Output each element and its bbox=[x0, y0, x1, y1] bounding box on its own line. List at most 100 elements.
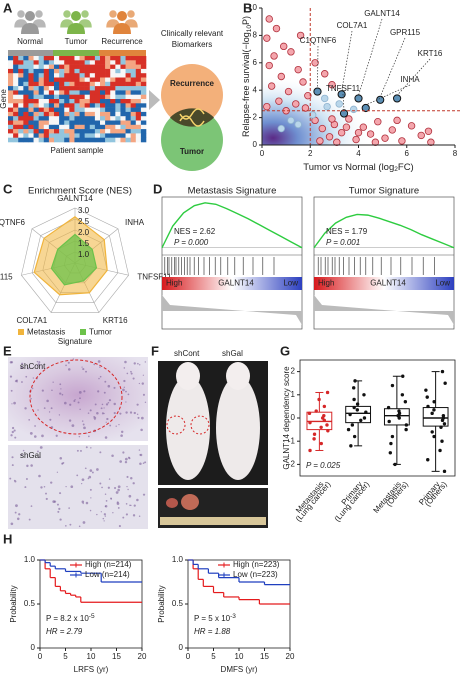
heatmap-cell bbox=[23, 64, 29, 70]
cell-dot bbox=[96, 513, 98, 516]
heatmap-cell bbox=[115, 68, 121, 74]
heatmap-cell bbox=[18, 86, 24, 91]
chart-title: Metastasis Signature bbox=[188, 186, 277, 197]
cell-dot bbox=[142, 374, 144, 376]
legend-label: High (n=223) bbox=[233, 560, 280, 569]
heatmap-cell bbox=[59, 56, 65, 61]
cell-dot bbox=[70, 485, 74, 489]
heatmap-cell bbox=[100, 90, 106, 95]
heatmap-cell bbox=[120, 94, 126, 100]
cell-dot bbox=[126, 485, 128, 488]
heatmap-cell bbox=[38, 86, 45, 91]
dot bbox=[442, 422, 447, 426]
micrograph bbox=[8, 445, 148, 529]
heatmap-cell bbox=[89, 77, 96, 83]
heatmap-cell bbox=[64, 73, 70, 78]
heatmap-cell bbox=[13, 103, 19, 108]
cell-dot bbox=[108, 399, 112, 402]
cell-dot bbox=[125, 503, 128, 505]
heatmap-cell bbox=[135, 64, 142, 70]
heatmap-cell bbox=[94, 103, 101, 108]
heatmap-cell bbox=[69, 68, 75, 74]
point bbox=[349, 105, 358, 114]
dot bbox=[397, 409, 401, 413]
heatmap-cell bbox=[59, 111, 65, 117]
y-tick-label: 10 bbox=[248, 3, 257, 12]
heatmap-cell bbox=[115, 107, 121, 113]
person-icon bbox=[21, 11, 39, 34]
heatmap-cell bbox=[94, 64, 101, 70]
cell-dot bbox=[139, 462, 142, 466]
heatmap-cell bbox=[94, 120, 101, 126]
cell-dot bbox=[113, 411, 116, 415]
cell-dot bbox=[40, 486, 43, 489]
heatmap-cell bbox=[69, 99, 75, 104]
point bbox=[316, 137, 324, 145]
cell-dot bbox=[82, 521, 86, 524]
heatmap-cell bbox=[54, 81, 60, 87]
heatmap-cell bbox=[105, 120, 111, 126]
heatmap-cell bbox=[100, 103, 106, 108]
heatmap-cell bbox=[130, 111, 137, 117]
dot bbox=[440, 369, 445, 374]
cell-dot bbox=[52, 500, 56, 503]
cell-dot bbox=[113, 402, 116, 406]
group-bar bbox=[99, 50, 146, 56]
y-tick-label: 1 bbox=[291, 390, 296, 399]
dot bbox=[325, 423, 329, 427]
dot bbox=[400, 393, 405, 397]
heatmap-cell bbox=[13, 111, 19, 117]
heatmap-cell bbox=[115, 60, 121, 65]
heatmap-cell bbox=[8, 137, 14, 143]
heatmap-cell bbox=[115, 116, 121, 121]
heatmap-cell bbox=[33, 81, 39, 87]
cell-dot bbox=[65, 525, 67, 527]
panel-letter: C bbox=[3, 181, 13, 196]
point bbox=[321, 70, 329, 78]
leader bbox=[341, 30, 353, 92]
point bbox=[374, 118, 382, 126]
heatmap-cell bbox=[130, 81, 137, 87]
heatmap-cell bbox=[115, 94, 121, 100]
heatmap-cell bbox=[8, 77, 14, 83]
heatmap-cell bbox=[13, 124, 19, 130]
icon-head bbox=[25, 11, 35, 21]
heatmap-cell bbox=[13, 86, 19, 91]
icon-head bbox=[71, 11, 81, 21]
heatmap-cell bbox=[13, 116, 19, 121]
heatmap-cell bbox=[13, 77, 19, 83]
dna-icon bbox=[179, 108, 205, 127]
cell-dot bbox=[133, 362, 136, 365]
heatmap-cell bbox=[84, 68, 91, 74]
cell-dot bbox=[89, 409, 92, 412]
heatmap-cell bbox=[140, 116, 147, 121]
panel-letter: F bbox=[151, 343, 159, 358]
gene-label: GALNT14 bbox=[364, 9, 400, 18]
cell-dot bbox=[105, 499, 108, 502]
heatmap-cell bbox=[18, 133, 24, 138]
heatmap-cell bbox=[33, 94, 39, 100]
cell-dot bbox=[25, 478, 28, 481]
cell-dot bbox=[51, 389, 53, 391]
image-label: shGal bbox=[222, 349, 243, 358]
heatmap-cell bbox=[74, 86, 80, 91]
x-tick-label: 10 bbox=[235, 652, 244, 661]
dot bbox=[317, 397, 321, 402]
cell-dot bbox=[11, 430, 14, 434]
heatmap-cell bbox=[74, 73, 80, 78]
heatmap-cell bbox=[140, 77, 147, 83]
r-tick-label: 1.0 bbox=[78, 250, 90, 259]
heatmap-cell bbox=[38, 99, 45, 104]
heatmap-cell bbox=[23, 116, 29, 121]
heatmap-cell bbox=[120, 77, 126, 83]
cell-dot bbox=[14, 511, 17, 514]
gene-point bbox=[376, 95, 385, 104]
cell-dot bbox=[97, 360, 101, 363]
p-value: P = 8.2 x 10-5 bbox=[46, 613, 95, 623]
cell-dot bbox=[21, 362, 24, 365]
cell-dot bbox=[129, 411, 133, 414]
icon-head bbox=[81, 10, 89, 18]
cell-dot bbox=[65, 364, 67, 367]
heatmap-cell bbox=[38, 107, 45, 113]
cell-dot bbox=[14, 480, 17, 483]
